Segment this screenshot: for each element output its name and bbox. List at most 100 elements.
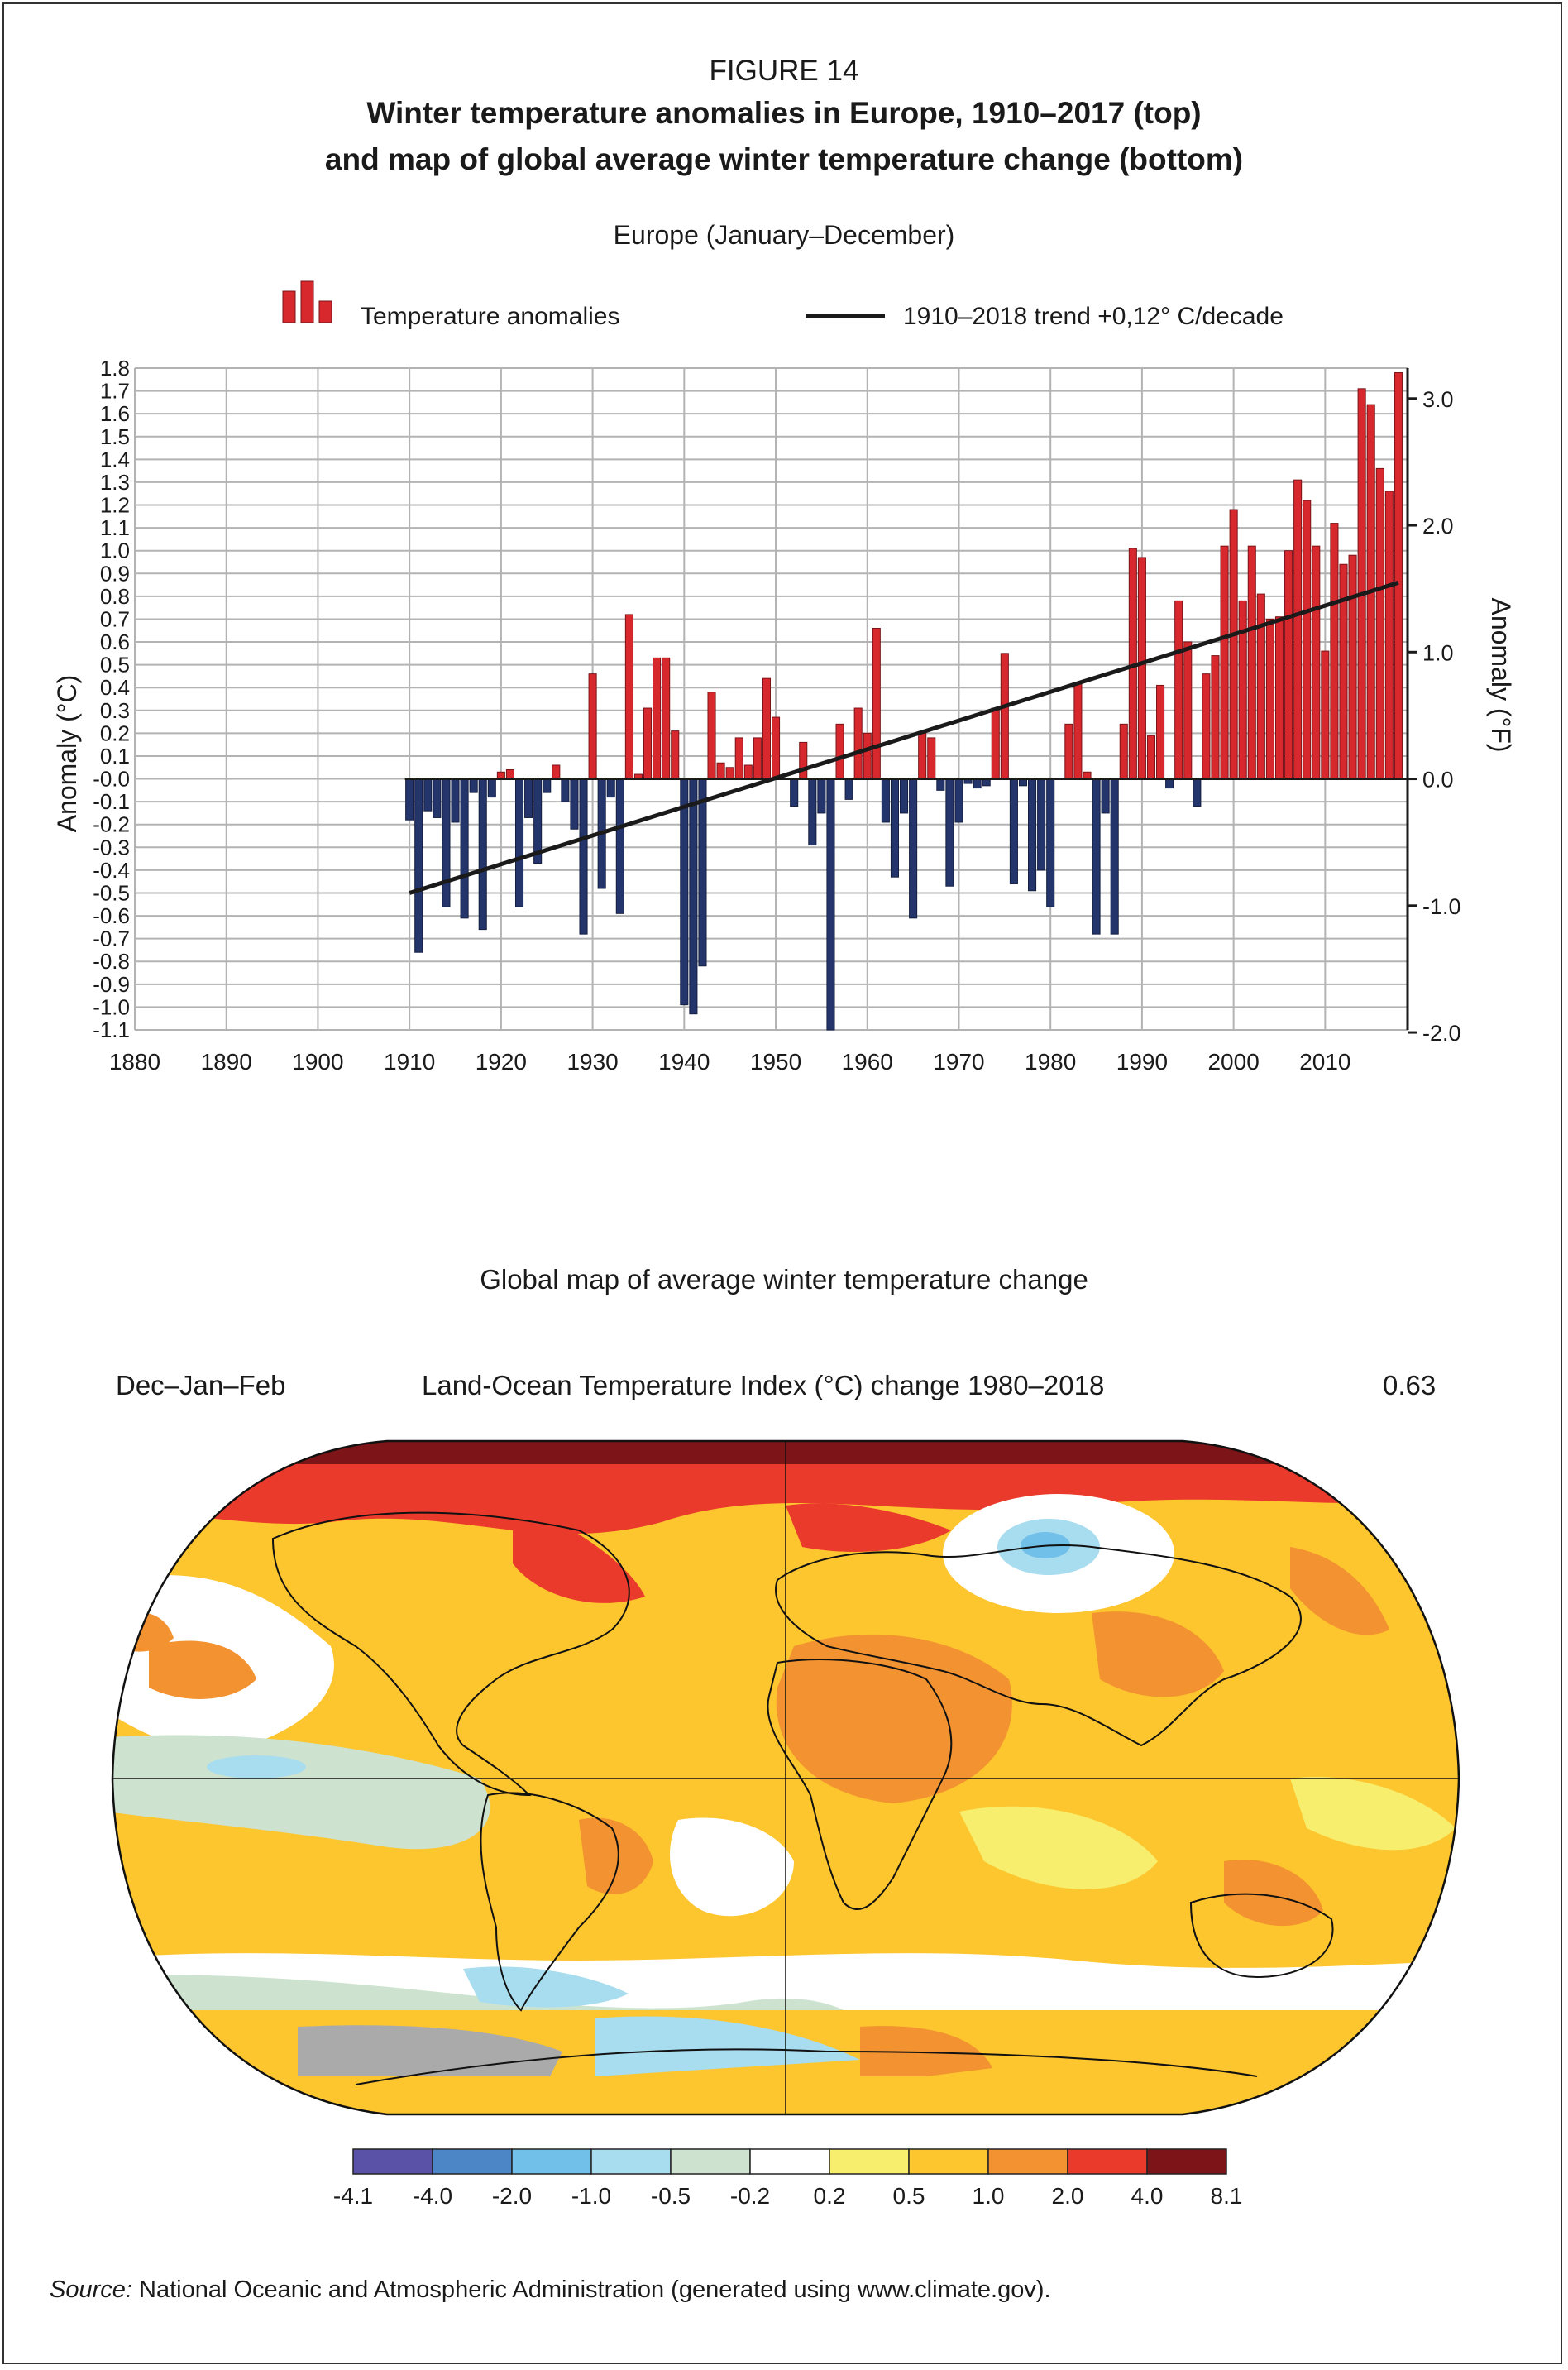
bar-positive [725, 767, 734, 780]
bar-positive [743, 764, 753, 780]
bar-negative [561, 778, 570, 802]
y-tick-label-left: 1.2 [100, 493, 130, 518]
bar-positive [1183, 641, 1193, 780]
x-tick-label: 1930 [566, 1049, 618, 1075]
bar-positive [1274, 616, 1284, 780]
bar-negative [405, 778, 414, 821]
x-tick-label: 1960 [842, 1049, 893, 1075]
bar-positive [1348, 554, 1357, 780]
y-tick-label-left: 1.7 [100, 379, 130, 404]
bar-negative [844, 778, 853, 800]
bar-positive [1137, 557, 1146, 780]
bar-negative [1046, 778, 1055, 907]
bar-positive [918, 732, 927, 780]
legend-bars-label: Temperature anomalies [361, 303, 620, 330]
bar-positive [1073, 682, 1083, 780]
bar-positive [1375, 467, 1384, 780]
bar-positive [1119, 723, 1128, 780]
bar-negative [514, 778, 524, 907]
bar-positive [863, 732, 872, 780]
bar-positive [1357, 388, 1366, 780]
source-note: Source: National Oceanic and Atmospheric… [50, 2277, 1051, 2304]
bar-positive [1000, 653, 1009, 780]
y-tick-label-left: -0.2 [93, 812, 130, 837]
y-tick-label-left: 0.8 [100, 584, 130, 609]
bar-negative [451, 778, 460, 823]
bar-negative [606, 778, 615, 798]
y-tick-label-left: 1.8 [100, 356, 130, 381]
bar-positive [1384, 491, 1394, 780]
bar-negative [478, 778, 487, 931]
map-title: Global map of average winter temperature… [480, 1264, 1088, 1295]
colorbar-swatches [352, 2148, 1227, 2175]
bar-negative [543, 778, 552, 793]
bar-negative [945, 778, 954, 887]
x-tick-label: 2010 [1299, 1049, 1350, 1075]
bar-negative [698, 778, 707, 967]
bar-positive [1211, 655, 1220, 780]
bar-positive [1256, 593, 1265, 780]
bar-positive [1202, 673, 1211, 780]
bar-positive [1293, 479, 1303, 780]
bar-negative [826, 778, 835, 1031]
bar-positive [1303, 500, 1312, 780]
bar-positive [762, 677, 771, 780]
source-label: Source: [50, 2277, 132, 2303]
bar-positive [799, 741, 808, 780]
bar-positive [653, 657, 662, 780]
y-tick-label-left: -0.4 [93, 858, 130, 883]
bar-positive [643, 707, 653, 780]
bar-negative [808, 778, 817, 846]
y-tick-label-left: 0.9 [100, 561, 130, 586]
bar-positive [1174, 600, 1183, 780]
bar-positive [1238, 600, 1247, 780]
x-tick-label: 1910 [384, 1049, 435, 1075]
figure-title-line1: Winter temperature anomalies in Europe, … [366, 96, 1202, 130]
colorbar-label: -4.1 [333, 2183, 373, 2209]
bar-positive [853, 707, 863, 780]
bar-positive [1156, 684, 1165, 780]
y-tick-label-right: 3.0 [1422, 387, 1454, 412]
trend-line [409, 580, 1399, 895]
bar-negative [954, 778, 963, 823]
x-tick-label: 1980 [1025, 1049, 1076, 1075]
chart-subtitle: Europe (January–December) [613, 220, 955, 250]
colorbar-label: -1.0 [571, 2183, 611, 2209]
y-tick-label-right: -2.0 [1422, 1021, 1461, 1046]
bar-negative [1092, 778, 1101, 935]
world-temperature-map [111, 1439, 1460, 2116]
y-axis-label-left: Anomaly (°C) [52, 675, 82, 833]
colorbar-swatch [1067, 2148, 1148, 2175]
bar-negative [460, 778, 469, 919]
y-tick-label-left: 1.3 [100, 470, 130, 495]
bar-negative [1193, 778, 1202, 807]
x-tick-label: 1950 [750, 1049, 801, 1075]
y-tick-label-left: -1.0 [93, 994, 130, 1019]
bar-negative [900, 778, 909, 814]
x-tick-label: 1940 [658, 1049, 710, 1075]
colorbar-label: 4.0 [1131, 2183, 1164, 2209]
bar-positive [1229, 509, 1238, 780]
bar-positive [552, 764, 561, 780]
bar-negative [442, 778, 451, 907]
bar-positive [671, 730, 680, 780]
colorbar-label: 1.0 [973, 2183, 1005, 2209]
y-tick-label-right: 0.0 [1422, 768, 1454, 792]
y-tick-label-left: 0.3 [100, 698, 130, 723]
bar-negative [881, 778, 890, 823]
bar-positive [662, 657, 671, 780]
y-tick-label-left: 0.5 [100, 653, 130, 677]
bar-negative [817, 778, 826, 814]
colorbar-label: 2.0 [1052, 2183, 1084, 2209]
bar-positive [1284, 550, 1293, 780]
colorbar-label: -0.2 [730, 2183, 770, 2209]
bar-negative [570, 778, 579, 830]
y-tick-label-right: 2.0 [1422, 514, 1454, 539]
x-tick-label: 1970 [933, 1049, 984, 1075]
bar-negative [790, 778, 799, 807]
map-border [111, 1439, 1460, 2116]
bar-negative [1037, 778, 1046, 871]
x-tick-label: 2000 [1207, 1049, 1259, 1075]
y-tick-label-left: -0.6 [93, 903, 130, 928]
figure-label: FIGURE 14 [709, 55, 859, 87]
